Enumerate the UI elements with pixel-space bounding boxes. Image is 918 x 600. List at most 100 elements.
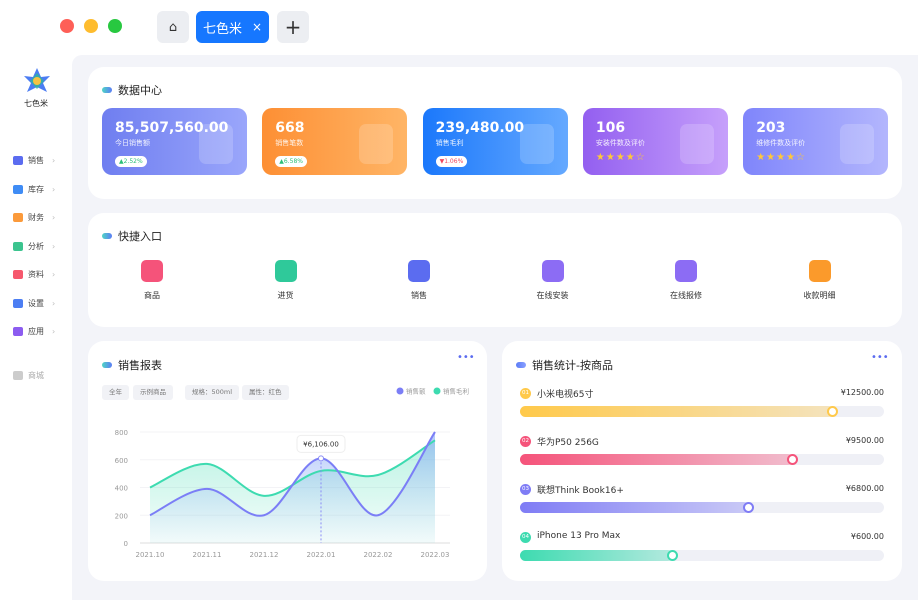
x-tick-label: 2021.12 <box>250 551 279 559</box>
chevron-right-icon: › <box>52 270 56 279</box>
sidebar-item[interactable]: 应用 › <box>13 326 55 337</box>
progress-track <box>520 454 884 465</box>
sidebar: 七色米 销售 › 库存 › 财务 › 分析 › 资料 › 设置 › 应用 › 商城 <box>0 55 72 600</box>
close-tab-icon[interactable]: × <box>251 20 263 34</box>
y-tick-label: 800 <box>115 429 128 437</box>
product-name: 联想Think Book16+ <box>537 486 624 496</box>
box-icon <box>13 270 23 279</box>
sidebar-item-label: 销售 <box>28 156 44 165</box>
x-tick-label: 2022.03 <box>421 551 450 559</box>
more-icon[interactable]: ••• <box>457 352 475 363</box>
sales-chart: 0 200 400 600 800 2021.10 2021.11 2021.12 2022.0… <box>115 387 469 560</box>
chevron-right-icon: › <box>52 327 56 336</box>
shop-icon <box>408 260 430 282</box>
sidebar-item-label: 商城 <box>28 371 44 380</box>
sidebar-item[interactable]: 设置 › <box>13 298 55 309</box>
stat-value: 85,507,560.00 <box>115 120 229 136</box>
filter-chip[interactable]: 规格：500ml <box>185 385 240 400</box>
rank-badge: 02 <box>520 436 531 447</box>
quick-entry-item[interactable]: 收款明细 <box>780 260 860 301</box>
shop-icon <box>13 371 23 380</box>
stat-card[interactable]: 239,480.00 销售毛利 ▼1.06% <box>422 108 568 175</box>
quick-entry-item[interactable]: 进货 <box>246 260 326 301</box>
stat-card[interactable]: 668 销售笔数 ▲6.58% <box>262 108 408 175</box>
product-price: ¥600.00 <box>850 532 884 541</box>
quick-entry-label: 销售 <box>411 291 427 300</box>
stat-value: 239,480.00 <box>435 120 525 136</box>
sidebar-item[interactable]: 财务 › <box>13 212 55 223</box>
sidebar-item-label: 应用 <box>28 327 44 336</box>
progress-track <box>520 550 884 561</box>
repair-icon <box>675 260 697 282</box>
y-tick-label: 400 <box>115 485 128 493</box>
maximize-window-button[interactable] <box>108 19 122 33</box>
filter-chip[interactable]: 全年 <box>102 385 129 400</box>
legend-marker <box>433 387 441 395</box>
stat-card[interactable]: 106 安装件数及评价 ★★★★☆ <box>582 108 728 175</box>
progress-knob <box>827 406 839 417</box>
chevron-right-icon: › <box>52 298 56 308</box>
stat-decoration-icon <box>519 124 554 164</box>
y-tick-label: 200 <box>115 512 128 520</box>
rating-stars: ★★★★☆ <box>595 152 646 163</box>
progress-track <box>520 502 884 513</box>
product-price: ¥12500.00 <box>840 388 884 397</box>
home-icon[interactable]: ⌂ <box>157 11 189 43</box>
quick-entry-card <box>88 213 902 327</box>
quick-entry-item[interactable]: 销售 <box>379 260 459 301</box>
minimize-window-button[interactable] <box>84 19 98 33</box>
series-line <box>149 439 436 497</box>
chevron-right-icon: › <box>52 241 56 251</box>
chevron-right-icon: › <box>52 156 56 165</box>
stat-decoration-icon <box>840 124 875 164</box>
cart-icon <box>141 260 163 282</box>
brand-name: 七色米 <box>24 99 48 108</box>
product-price: ¥9500.00 <box>845 436 884 445</box>
quick-entry-label: 商品 <box>144 291 160 300</box>
close-window-button[interactable] <box>60 19 74 33</box>
progress-track <box>520 406 884 417</box>
progress-knob <box>666 550 678 561</box>
stat-card[interactable]: 203 维修件数及评价 ★★★★☆ <box>743 108 889 175</box>
sidebar-item[interactable]: 销售 › <box>13 155 55 166</box>
legend-label[interactable]: 销售额 <box>406 387 426 396</box>
progress-fill <box>520 502 750 513</box>
rank-badge: 03 <box>520 484 531 495</box>
stat-card[interactable]: 85,507,560.00 今日销售额 ▲2.52% <box>102 108 247 175</box>
filter-chip[interactable]: 示例商品 <box>133 385 173 400</box>
x-tick-label: 2021.11 <box>193 551 222 559</box>
inventory-icon <box>13 184 23 194</box>
tab-qisemi[interactable]: 七色米 × <box>196 11 269 43</box>
product-name: 华为P50 256G <box>537 438 599 448</box>
progress-fill <box>520 406 834 417</box>
quick-entry-label: 进货 <box>277 291 294 300</box>
gear-icon <box>13 298 23 308</box>
stat-decoration-icon <box>679 124 714 164</box>
sidebar-item-label: 库存 <box>28 184 44 194</box>
x-tick-label: 2022.02 <box>364 551 393 559</box>
filter-chip[interactable]: 属性：红色 <box>242 385 289 400</box>
more-icon[interactable]: ••• <box>871 352 889 363</box>
stat-value: 203 <box>756 120 786 136</box>
quick-entry-item[interactable]: 在线安装 <box>513 260 593 301</box>
product-price: ¥6800.00 <box>845 484 884 493</box>
chevron-right-icon: › <box>52 184 56 194</box>
stat-decoration-icon <box>359 124 394 164</box>
sidebar-item-mall[interactable]: 商城 <box>13 370 44 381</box>
quick-entry-item[interactable]: 在线报修 <box>646 260 726 301</box>
analysis-icon <box>13 241 23 251</box>
sales-report-title: 销售报表 <box>102 357 162 373</box>
sidebar-item[interactable]: 分析 › <box>13 241 55 252</box>
add-tab-button[interactable]: + <box>277 11 309 43</box>
progress-fill <box>520 454 793 465</box>
quick-entry-label: 收款明细 <box>803 291 836 300</box>
quick-entry-item[interactable]: 商品 <box>112 260 192 301</box>
sidebar-item[interactable]: 资料 › <box>13 269 55 280</box>
rank-badge: 04 <box>520 532 531 543</box>
quick-entry-label: 在线安装 <box>536 291 569 300</box>
legend-label[interactable]: 销售毛利 <box>443 387 469 396</box>
sidebar-item[interactable]: 库存 › <box>13 184 55 195</box>
trend-badge: ▲6.58% <box>275 156 307 167</box>
tooltip <box>296 434 346 453</box>
y-tick-label: 0 <box>124 540 128 548</box>
